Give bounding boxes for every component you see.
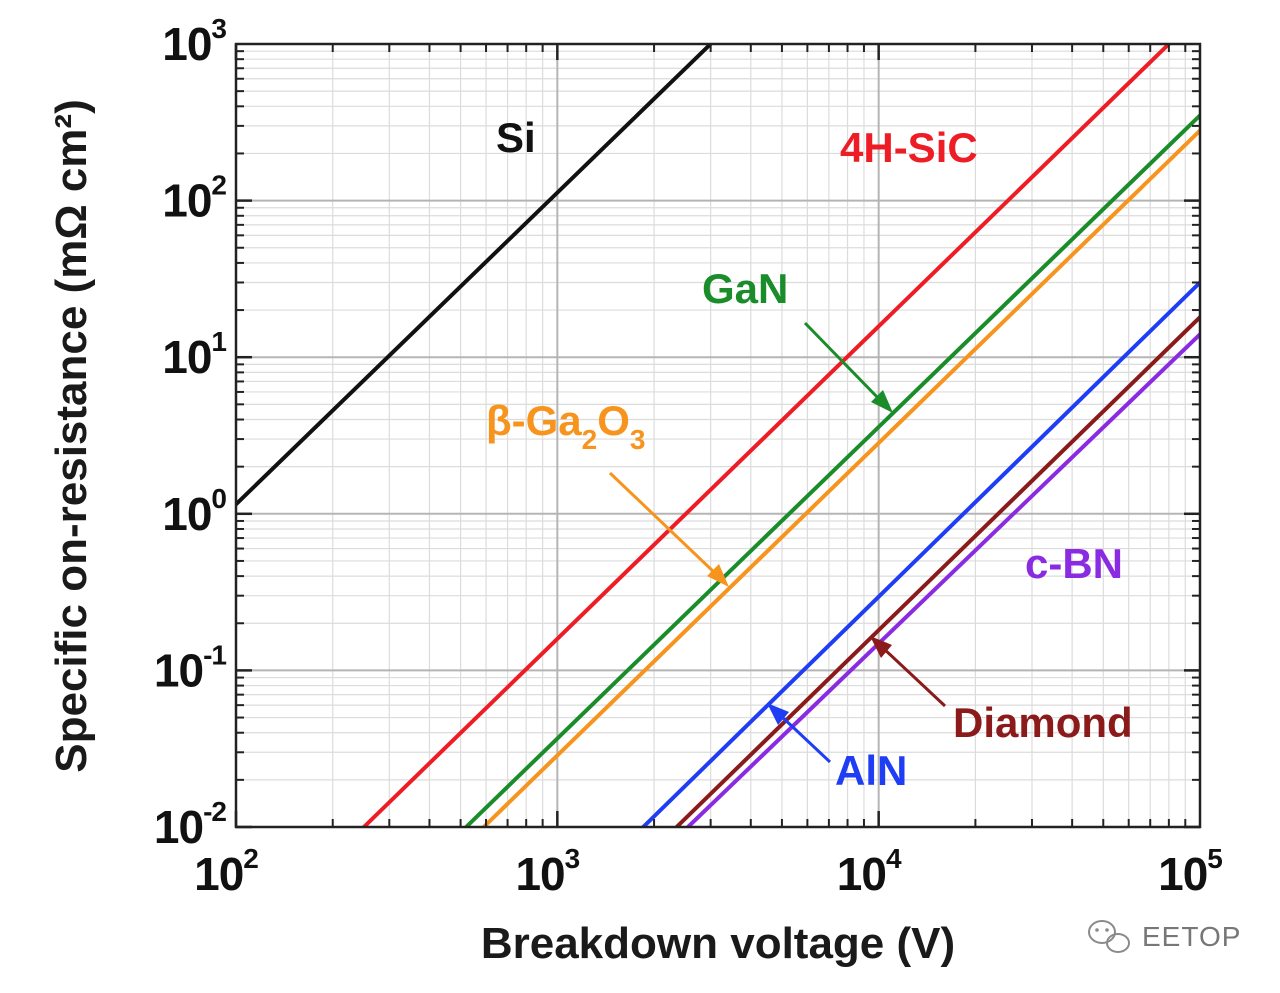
y-tick-label-base: 10 bbox=[162, 175, 211, 227]
x-tick-label-base: 10 bbox=[515, 848, 564, 900]
y-tick-label-exponent: 0 bbox=[211, 483, 226, 514]
aln-pointer-arrow bbox=[767, 703, 832, 764]
y-tick-label: 103 bbox=[162, 13, 226, 70]
x-tick-label: 104 bbox=[837, 843, 902, 900]
y-tick-label: 100 bbox=[162, 483, 226, 540]
x-tick-label: 103 bbox=[515, 843, 579, 900]
x-tick-labels: 102 103 104 105 bbox=[194, 843, 1223, 900]
diamond-pointer-arrow bbox=[870, 636, 947, 708]
axis-ticks bbox=[234, 44, 1200, 829]
series-line-c-bn bbox=[686, 332, 1200, 827]
x-tick-label-base: 10 bbox=[1158, 848, 1207, 900]
y-tick-label-base: 10 bbox=[162, 18, 211, 70]
series-label-si: Si bbox=[496, 114, 536, 161]
x-tick-label-exponent: 3 bbox=[565, 843, 580, 874]
series-label-beta-ga2o3: β-Ga2O3 bbox=[486, 397, 645, 455]
grid-minor bbox=[236, 44, 1200, 827]
x-tick-label: 102 bbox=[194, 843, 258, 900]
y-tick-label-base: 10 bbox=[154, 644, 203, 696]
series-label-aln: AlN bbox=[835, 747, 907, 794]
x-axis-title: Breakdown voltage (V) bbox=[481, 919, 955, 968]
x-tick-label-base: 10 bbox=[837, 848, 886, 900]
y-tick-label-base: 10 bbox=[162, 488, 211, 540]
series-label-4h-sic: 4H-SiC bbox=[840, 124, 978, 171]
series-line-diamond bbox=[674, 315, 1200, 827]
series-line-aln bbox=[641, 280, 1200, 827]
watermark-text: EETOP bbox=[1142, 921, 1241, 952]
x-tick-label: 105 bbox=[1158, 843, 1222, 900]
y-tick-label-base: 10 bbox=[154, 801, 203, 853]
series-line-beta-ga2o3 bbox=[481, 128, 1200, 827]
x-tick-label-exponent: 2 bbox=[243, 843, 258, 874]
wechat-icon bbox=[1088, 920, 1130, 953]
y-tick-label-base: 10 bbox=[162, 331, 211, 383]
gan-pointer-arrow bbox=[803, 321, 893, 413]
series-label-gan: GaN bbox=[702, 265, 788, 312]
y-tick-label: 102 bbox=[162, 170, 226, 227]
watermark: EETOP bbox=[1088, 920, 1241, 953]
beta-ga2o3-label-sub1: 2 bbox=[582, 424, 598, 455]
y-tick-label-exponent: 3 bbox=[211, 13, 226, 44]
plot-background bbox=[236, 44, 1200, 827]
series-line-4h-sic bbox=[361, 44, 1171, 827]
x-tick-label-base: 10 bbox=[194, 848, 243, 900]
y-tick-label: 10-2 bbox=[154, 796, 226, 853]
y-tick-label-exponent: -1 bbox=[203, 639, 226, 670]
series-line-gan bbox=[464, 113, 1200, 827]
y-tick-label-exponent: -2 bbox=[203, 796, 226, 827]
grid-major bbox=[236, 44, 1200, 827]
y-tick-label: 10-1 bbox=[154, 639, 226, 696]
beta-ga2o3-label-sub2: 3 bbox=[630, 424, 646, 455]
x-tick-label-exponent: 4 bbox=[886, 843, 902, 874]
beta-ga2o3-label-mid: O bbox=[597, 397, 630, 444]
x-tick-label-exponent: 5 bbox=[1207, 843, 1222, 874]
y-tick-label: 101 bbox=[162, 326, 226, 383]
y-tick-label-exponent: 2 bbox=[211, 170, 226, 201]
beta-ga2o3-label-main: β-Ga bbox=[486, 397, 582, 444]
series-lines bbox=[236, 44, 1200, 827]
y-tick-label-exponent: 1 bbox=[211, 326, 226, 357]
y-axis-title: Specific on-resistance (mΩ cm²) bbox=[47, 99, 96, 772]
series-label-diamond: Diamond bbox=[953, 699, 1133, 746]
plot-frame bbox=[234, 42, 1202, 829]
series-line-si bbox=[236, 44, 713, 507]
beta-ga2o3-pointer-arrow bbox=[608, 471, 729, 587]
series-label-c-bn: c-BN bbox=[1025, 540, 1123, 587]
